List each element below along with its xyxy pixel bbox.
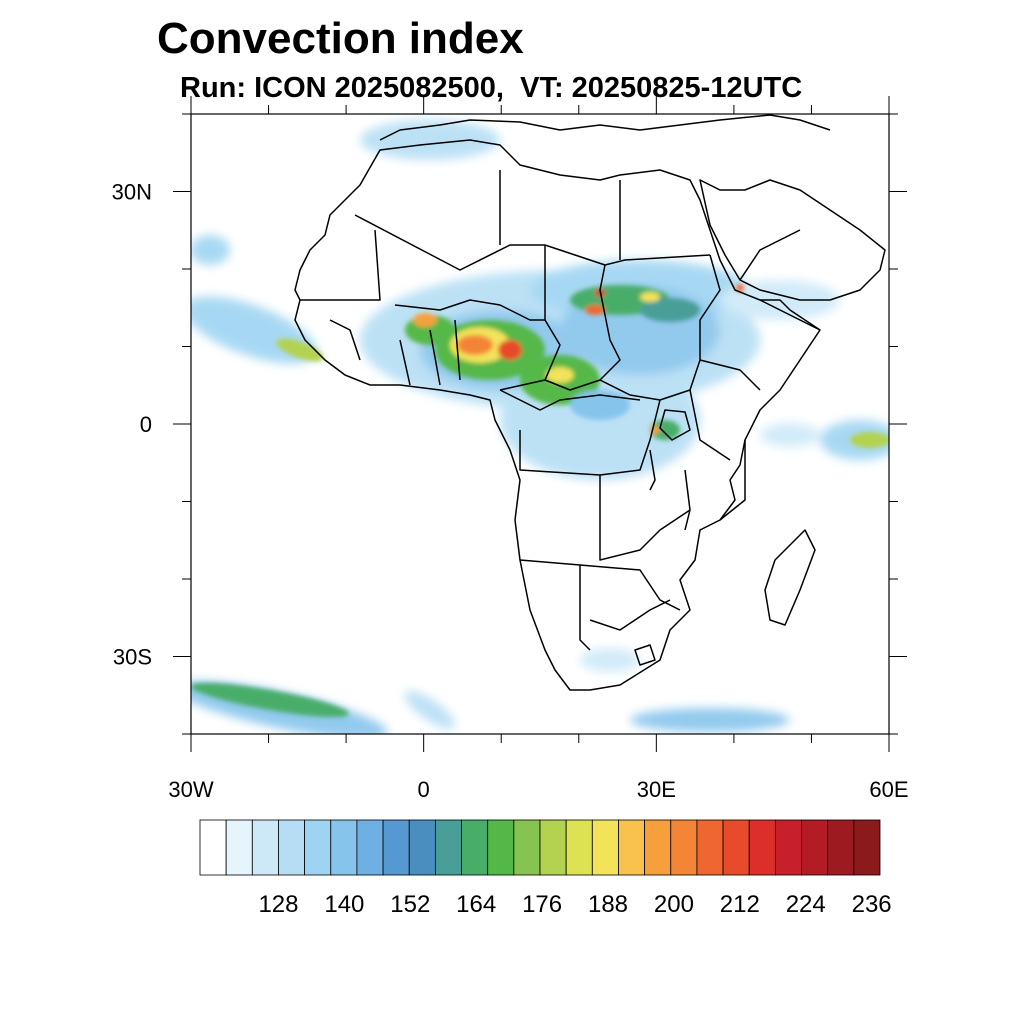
field-region bbox=[630, 708, 790, 732]
field-core bbox=[585, 305, 605, 315]
field-core bbox=[640, 292, 660, 302]
country-border bbox=[739, 229, 801, 281]
madagascar-coastline bbox=[764, 529, 816, 626]
country-border bbox=[499, 389, 641, 411]
colorbar-swatch bbox=[539, 819, 567, 876]
field-region bbox=[191, 235, 230, 265]
coastlines bbox=[294, 114, 886, 691]
country-border bbox=[519, 399, 661, 476]
x-tick-label: 0 bbox=[418, 777, 430, 802]
colorbar-swatch bbox=[225, 819, 253, 876]
colorbar-swatch bbox=[356, 819, 384, 876]
x-tick-label: 60E bbox=[869, 777, 908, 802]
country-border bbox=[634, 644, 656, 666]
x-tick-label: 30E bbox=[637, 777, 676, 802]
field-core bbox=[276, 338, 324, 362]
x-tick-label: 30W bbox=[168, 777, 213, 802]
colorbar-label: 140 bbox=[324, 891, 364, 918]
field-core bbox=[457, 335, 493, 355]
country-border bbox=[689, 389, 731, 461]
field-core bbox=[191, 682, 349, 718]
field-core bbox=[546, 367, 574, 383]
africa-coastline bbox=[294, 139, 821, 691]
colorbar-label: 200 bbox=[654, 891, 694, 918]
arabia-coastline bbox=[699, 179, 886, 301]
country-border bbox=[429, 329, 441, 386]
country-border bbox=[329, 319, 361, 361]
country-border bbox=[579, 564, 681, 611]
country-border bbox=[544, 264, 621, 391]
colorbar-swatch bbox=[801, 819, 829, 876]
axis-ticks: 30W 0 30E 60E 30N 0 30S bbox=[112, 96, 909, 802]
country-border bbox=[394, 299, 545, 321]
field-region bbox=[580, 648, 640, 672]
mediterranean-coast bbox=[379, 114, 831, 141]
colorbar-swatch bbox=[748, 819, 776, 876]
colorbar: 128 140 152 164 176 188 200 212 224 236 bbox=[199, 819, 892, 918]
lake bbox=[649, 449, 656, 491]
country-border bbox=[599, 475, 691, 561]
colorbar-swatch bbox=[513, 819, 541, 876]
country-border bbox=[599, 254, 721, 401]
colorbar-swatch bbox=[722, 819, 750, 876]
colorbar-label: 212 bbox=[720, 891, 760, 918]
field-region bbox=[404, 690, 456, 730]
country-border bbox=[589, 599, 671, 631]
colorbar-swatch bbox=[434, 819, 462, 876]
lake bbox=[659, 409, 691, 441]
lake bbox=[684, 469, 691, 531]
colorbar-swatch bbox=[591, 819, 619, 876]
chart-subtitle: Run: ICON 2025082500, VT: 20250825-12UTC bbox=[180, 72, 803, 104]
convection-field bbox=[191, 120, 889, 734]
colorbar-swatch bbox=[565, 819, 593, 876]
country-border bbox=[300, 229, 381, 301]
colorbar-swatch bbox=[853, 819, 881, 876]
field-core bbox=[650, 420, 680, 440]
colorbar-swatch bbox=[251, 819, 279, 876]
colorbar-swatch bbox=[461, 819, 489, 876]
colorbar-swatch bbox=[774, 819, 802, 876]
colorbar-label: 224 bbox=[786, 891, 826, 918]
colorbar-swatch bbox=[408, 819, 436, 876]
colorbar-label: 164 bbox=[456, 891, 496, 918]
colorbar-swatch bbox=[278, 819, 306, 876]
field-core bbox=[850, 432, 889, 448]
y-tick-label: 30N bbox=[112, 180, 152, 205]
colorbar-swatch bbox=[330, 819, 358, 876]
country-border bbox=[454, 319, 461, 381]
chart-title: Convection index bbox=[157, 14, 524, 63]
field-region bbox=[760, 423, 820, 447]
colorbar-swatch bbox=[382, 819, 410, 876]
colorbar-label: 236 bbox=[852, 891, 892, 918]
country-border bbox=[699, 359, 761, 391]
colorbar-swatch bbox=[644, 819, 672, 876]
colorbar-swatch bbox=[827, 819, 855, 876]
field-core bbox=[413, 313, 437, 327]
country-border bbox=[499, 245, 561, 391]
colorbar-label: 152 bbox=[390, 891, 430, 918]
country-border bbox=[759, 299, 821, 331]
y-tick-label: 30S bbox=[113, 645, 152, 670]
country-border bbox=[399, 339, 411, 386]
field-region bbox=[360, 120, 500, 160]
y-tick-label: 0 bbox=[140, 412, 152, 437]
colorbar-label: 176 bbox=[522, 891, 562, 918]
field-core bbox=[736, 284, 744, 292]
colorbar-swatch bbox=[618, 819, 646, 876]
colorbar-swatch bbox=[304, 819, 332, 876]
colorbar-swatch bbox=[670, 819, 698, 876]
colorbar-swatch bbox=[487, 819, 515, 876]
colorbar-swatch bbox=[696, 819, 724, 876]
colorbar-swatch bbox=[199, 819, 227, 876]
colorbar-label: 128 bbox=[258, 891, 298, 918]
country-border bbox=[719, 440, 746, 521]
colorbar-label: 188 bbox=[588, 891, 628, 918]
field-core bbox=[640, 298, 700, 322]
country-border bbox=[519, 559, 591, 651]
field-region bbox=[191, 296, 317, 364]
field-core bbox=[498, 340, 522, 360]
